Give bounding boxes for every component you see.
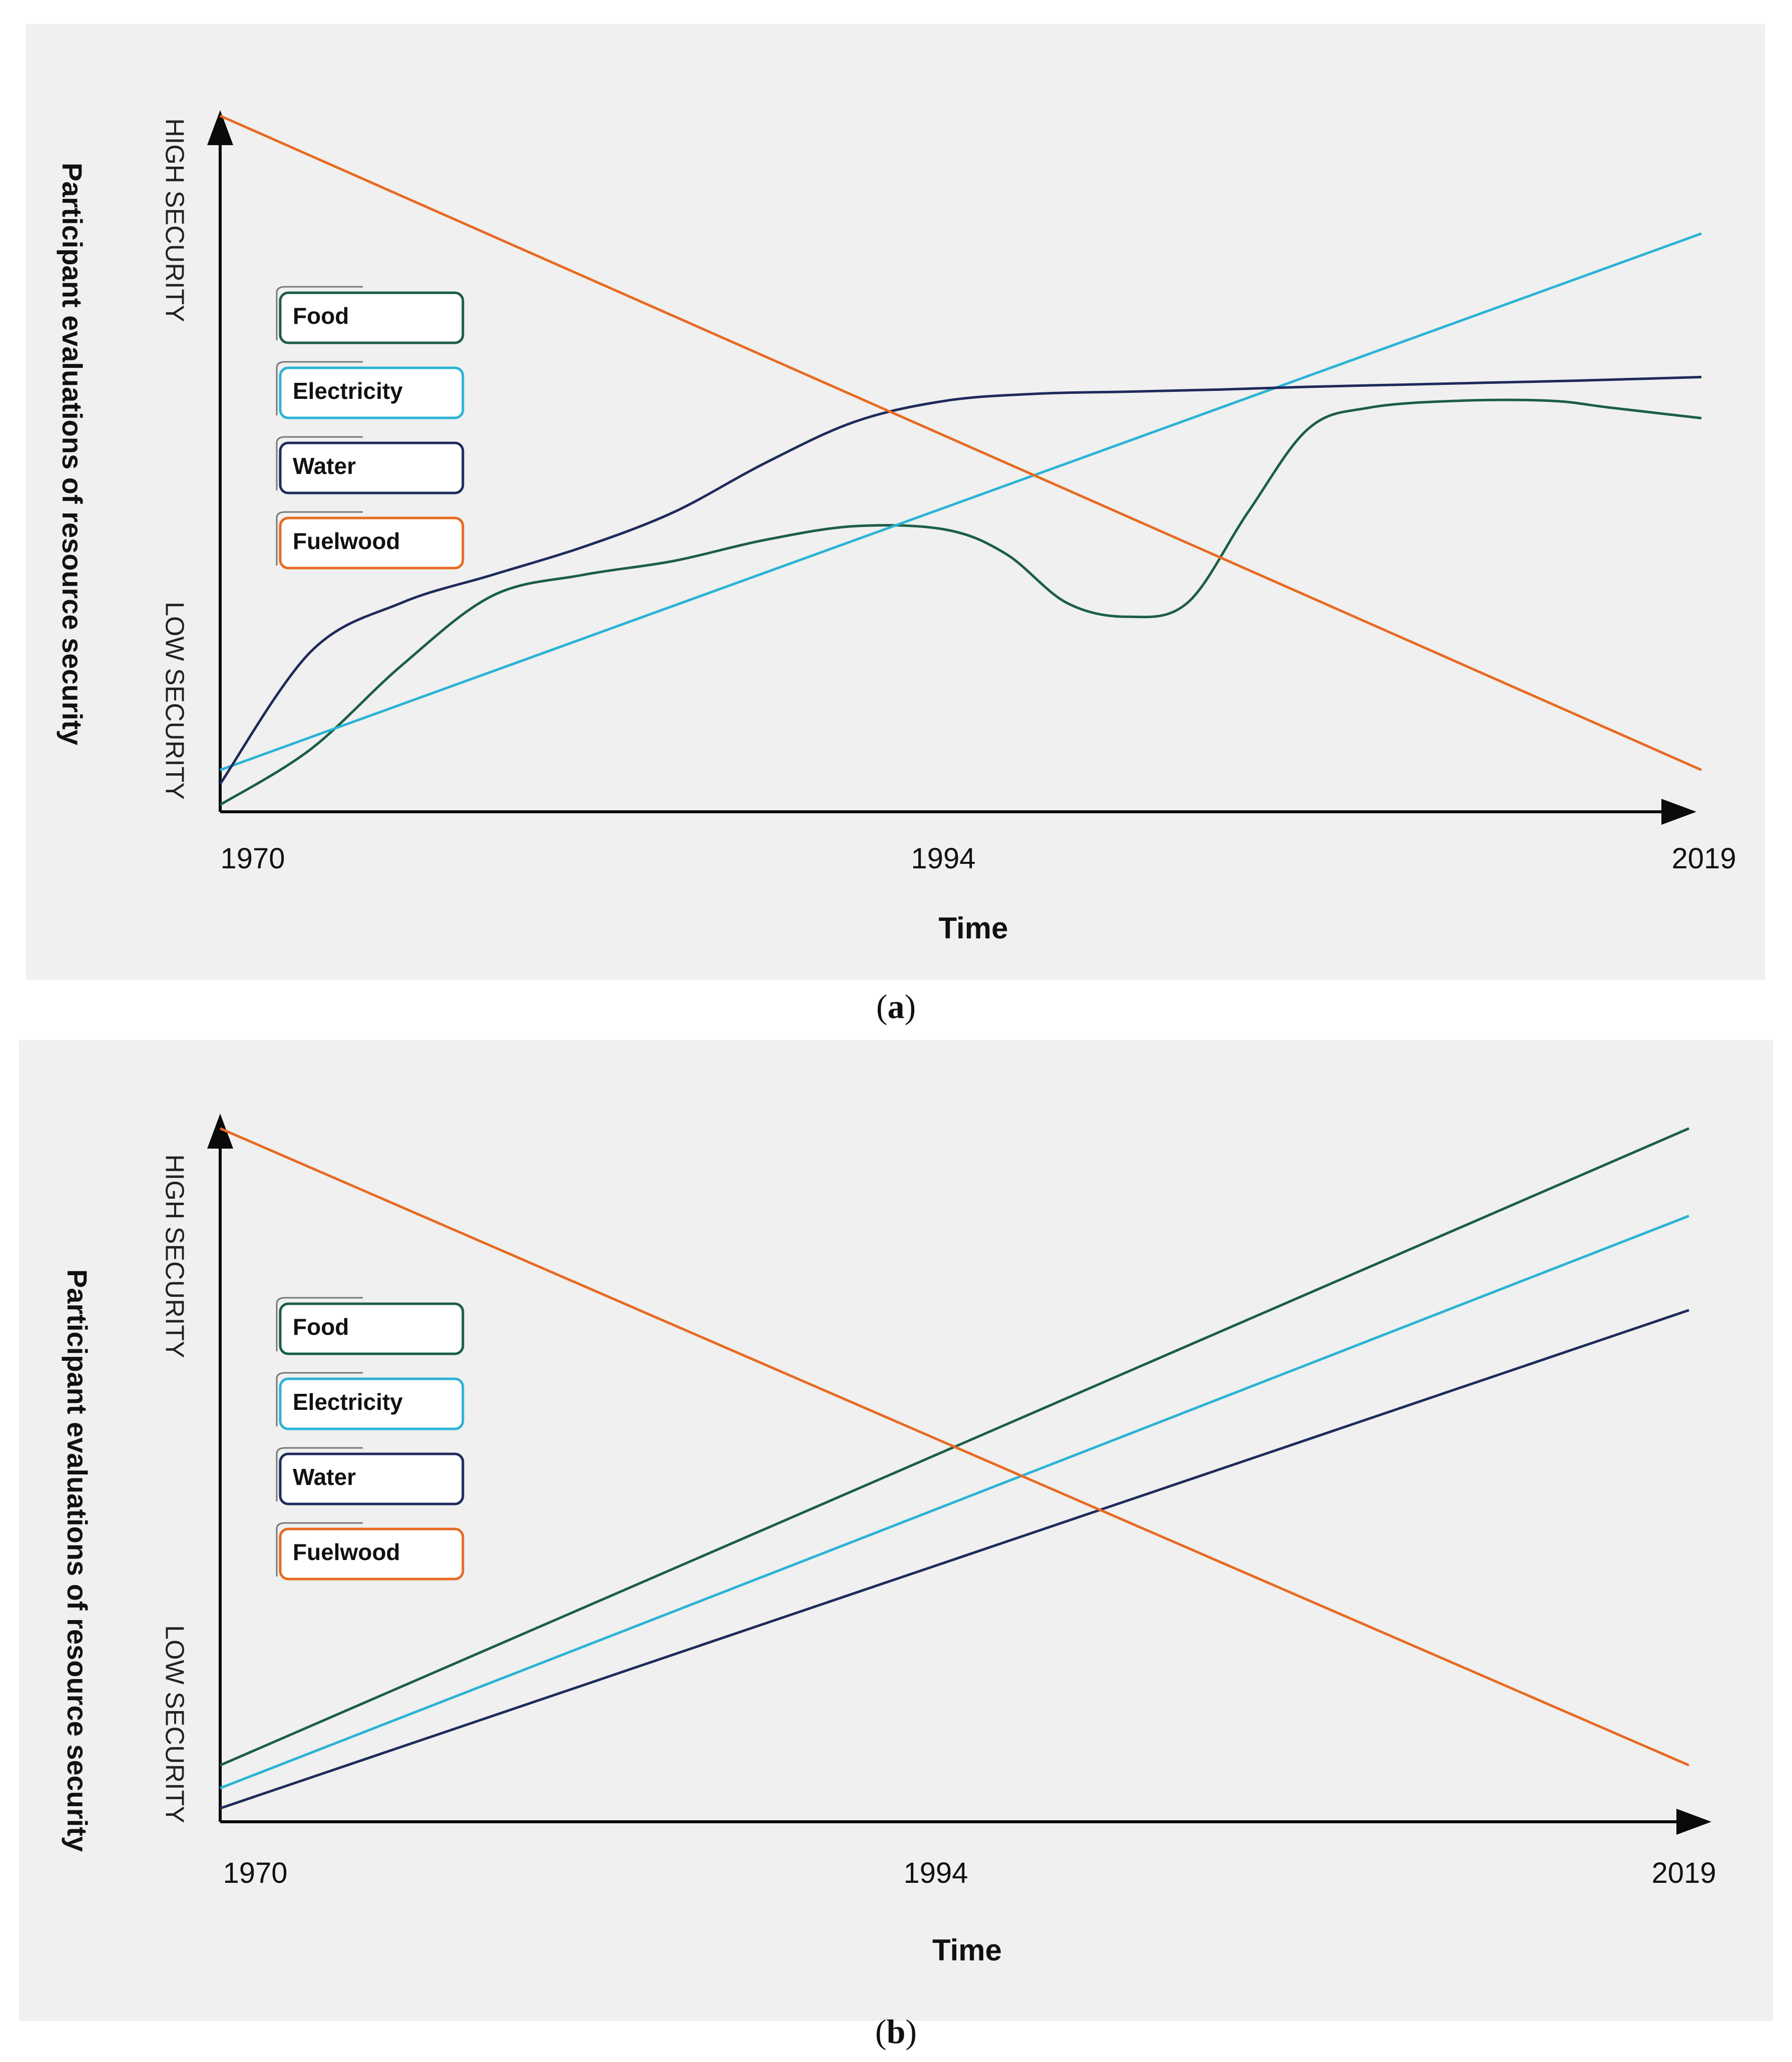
legend-swatch-fuelwood — [279, 517, 464, 570]
legend-label-electricity: Electricity — [293, 1389, 403, 1415]
legend-tab-fuelwood — [276, 511, 363, 566]
series-line-fuelwood — [220, 1127, 1689, 1767]
legend-item-electricity: Electricity — [276, 1372, 464, 1430]
legend-item-electricity: Electricity — [276, 361, 464, 419]
x-axis-title: Time — [932, 1933, 1002, 1967]
y-axis-title: Participant evaluations of resource secu… — [62, 1269, 93, 1852]
chart-a: Participant evaluations of resource secu… — [26, 24, 1765, 980]
y-low-label: LOW SECURITY — [160, 602, 189, 800]
legend-label-fuelwood: Fuelwood — [293, 528, 400, 554]
legend-label-water: Water — [293, 453, 356, 479]
caption-a-letter: a — [887, 987, 905, 1025]
legend-item-fuelwood: Fuelwood — [276, 511, 464, 570]
legend-label-food: Food — [293, 1314, 349, 1340]
legend-swatch-food — [279, 1302, 464, 1355]
y-axis-arrow-icon — [207, 1114, 233, 1149]
chart-background-a — [26, 24, 1765, 980]
legend-tab-food — [276, 1297, 363, 1351]
legend-tab-water — [276, 1447, 363, 1501]
legend-swatch-electricity — [279, 1377, 464, 1430]
legend-swatch-water — [279, 1452, 464, 1505]
chart-panel-a: Participant evaluations of resource secu… — [0, 0, 1792, 1001]
series-line-fuelwood — [219, 115, 1702, 771]
x-tick-label-1994: 1994 — [911, 842, 975, 875]
y-high-label: HIGH SECURITY — [160, 1154, 189, 1358]
legend-label-water: Water — [293, 1464, 356, 1490]
y-low-label: LOW SECURITY — [160, 1625, 189, 1823]
legend-item-water: Water — [276, 1447, 464, 1505]
y-axis-title: Participant evaluations of resource secu… — [57, 163, 88, 745]
legend-item-food: Food — [276, 286, 464, 344]
series-line-electricity — [220, 232, 1702, 771]
legend-swatch-food — [279, 291, 464, 344]
legend-item-fuelwood: Fuelwood — [276, 1522, 464, 1581]
x-axis-arrow-icon — [1661, 799, 1696, 825]
legend-tab-food — [276, 286, 363, 340]
caption-b-letter: b — [886, 2012, 906, 2050]
x-tick-label-1970: 1970 — [220, 842, 285, 875]
series-line-food — [219, 398, 1702, 806]
legend-swatch-fuelwood — [279, 1527, 464, 1581]
y-high-label: HIGH SECURITY — [160, 118, 189, 322]
legend-item-food: Food — [276, 1297, 464, 1355]
y-axis-arrow-icon — [207, 110, 233, 145]
legend-tab-fuelwood — [276, 1522, 363, 1577]
x-tick-label-1994: 1994 — [903, 1857, 968, 1889]
series-line-water — [220, 1309, 1689, 1810]
legend-tab-electricity — [276, 1372, 363, 1426]
legend-label-food: Food — [293, 303, 349, 329]
series-line-water — [219, 375, 1702, 785]
legend-item-water: Water — [276, 436, 464, 494]
legend-label-fuelwood: Fuelwood — [293, 1539, 400, 1565]
x-tick-label-1970: 1970 — [223, 1857, 287, 1889]
legend-label-electricity: Electricity — [293, 378, 403, 404]
legend-swatch-water — [279, 441, 464, 494]
x-tick-label-2019: 2019 — [1651, 1857, 1716, 1889]
series-line-electricity — [220, 1215, 1689, 1790]
caption-b: (b) — [875, 2012, 917, 2050]
x-axis-arrow-icon — [1676, 1809, 1711, 1835]
legend-tab-electricity — [276, 361, 363, 415]
chart-panel-b: Participant evaluations of resource secu… — [0, 1031, 1792, 2032]
x-axis-title: Time — [939, 911, 1008, 945]
legend-swatch-electricity — [279, 366, 464, 419]
x-tick-label-2019: 2019 — [1671, 842, 1736, 875]
legend-tab-water — [276, 436, 363, 490]
caption-a: (a) — [876, 987, 916, 1025]
chart-b: Participant evaluations of resource secu… — [19, 1040, 1773, 2021]
